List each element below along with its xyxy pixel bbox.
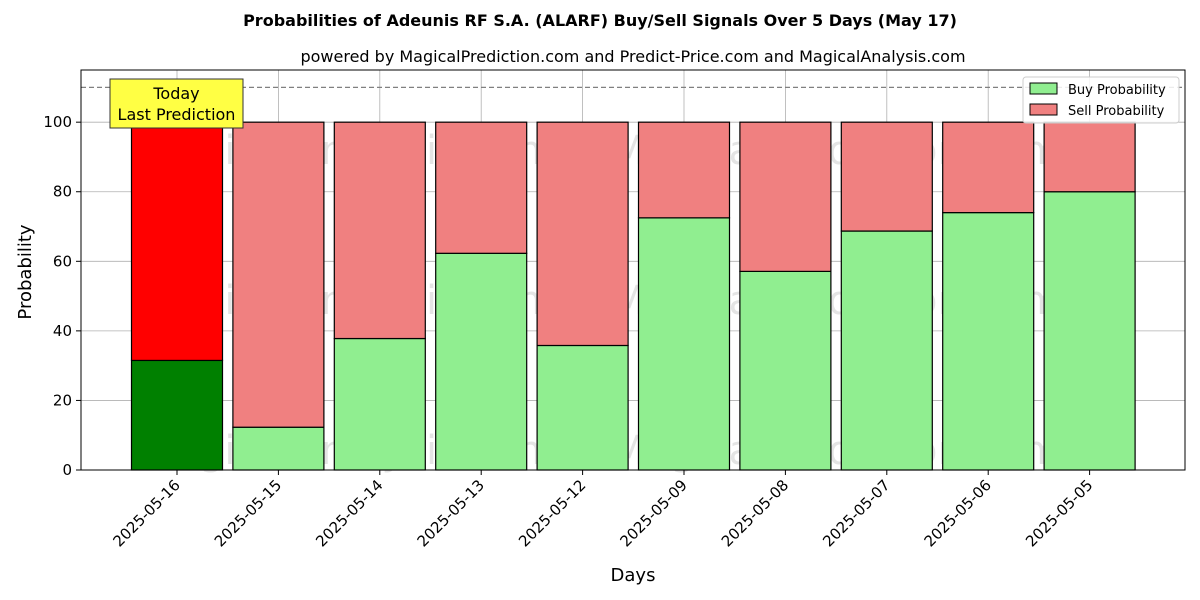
legend-label-buy: Buy Probability <box>1068 83 1166 98</box>
bar-sell <box>739 121 832 272</box>
x-tick-label: 2025-05-07 <box>819 476 893 550</box>
bar-buy <box>840 230 933 471</box>
y-axis: 0 20 40 60 80 100 <box>43 113 81 479</box>
y-tick-label: 100 <box>43 113 72 131</box>
bar-buy <box>739 270 832 471</box>
bar-sell <box>232 121 325 428</box>
x-tick-label: 2025-05-14 <box>312 476 386 550</box>
legend-swatch-buy <box>1029 82 1058 95</box>
legend: Buy Probability Sell Probability <box>1022 76 1180 124</box>
y-tick-label: 60 <box>53 252 72 270</box>
bar-sell <box>1043 121 1136 193</box>
chart-title: Probabilities of Adeunis RF S.A. (ALARF)… <box>243 11 957 30</box>
x-tick-label: 2025-05-12 <box>515 476 589 550</box>
y-tick-label: 20 <box>53 391 72 409</box>
x-tick-label: 2025-05-08 <box>718 476 792 550</box>
y-tick-label: 0 <box>62 461 72 479</box>
x-axis-label: Days <box>611 565 656 586</box>
x-tick-label: 2025-05-05 <box>1022 476 1096 550</box>
bar-sell <box>840 121 933 232</box>
x-tick-label: 2025-05-06 <box>921 476 995 550</box>
plot-frame <box>80 69 1186 471</box>
y-tick-label: 40 <box>53 322 72 340</box>
bar-buy <box>232 426 325 471</box>
bar-sell <box>130 121 224 362</box>
legend-label-sell: Sell Probability <box>1068 104 1165 119</box>
bar-buy <box>1043 191 1136 471</box>
annotation-line-today: Today <box>152 84 199 103</box>
x-tick-label: 2025-05-09 <box>616 476 690 550</box>
bar-buy <box>435 252 528 471</box>
bar-sell <box>942 121 1035 214</box>
chart-subtitle: powered by MagicalPrediction.com and Pre… <box>300 47 965 66</box>
bar-sell <box>536 121 629 347</box>
y-tick-label: 80 <box>53 183 72 201</box>
annotation-line-last-prediction: Last Prediction <box>118 105 236 124</box>
bars <box>130 121 1136 471</box>
legend-swatch-sell <box>1029 103 1058 116</box>
x-tick-label: 2025-05-13 <box>414 476 488 550</box>
today-annotation: Today Last Prediction <box>109 78 244 129</box>
bar-buy <box>637 217 731 471</box>
bar-sell <box>435 121 528 254</box>
bar-buy <box>536 344 629 471</box>
y-axis-label: Probability <box>15 224 36 319</box>
x-tick-label: 2025-05-15 <box>211 476 285 550</box>
x-axis: 2025-05-16 2025-05-15 2025-05-14 2025-05-13… <box>109 470 1096 550</box>
bar-buy <box>130 359 224 471</box>
bar-sell <box>333 121 426 340</box>
bar-buy <box>333 337 426 471</box>
annotation-box <box>109 78 244 129</box>
bar-buy <box>942 212 1035 471</box>
x-tick-label: 2025-05-16 <box>109 476 183 550</box>
legend-frame <box>1022 76 1180 124</box>
bar-sell <box>637 121 731 219</box>
